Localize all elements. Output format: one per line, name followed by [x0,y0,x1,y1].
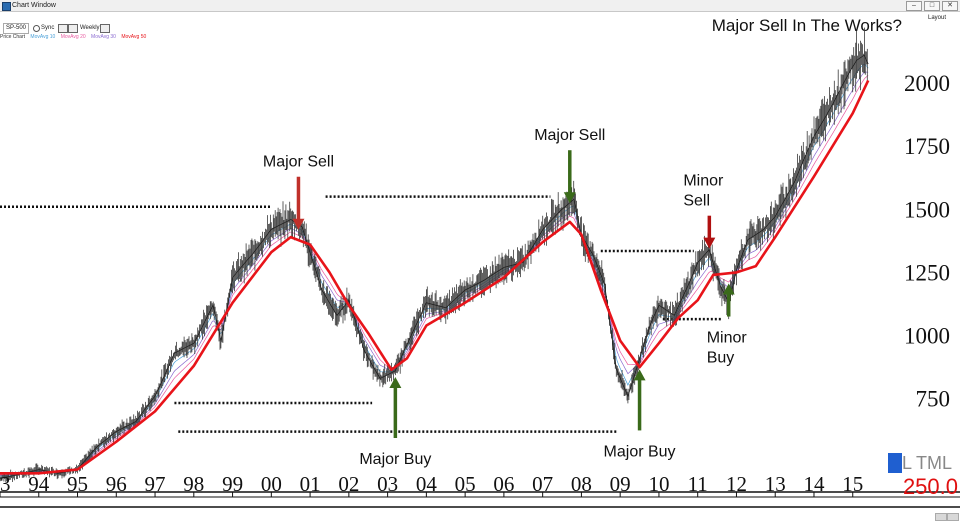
moving-average-50-line [0,79,870,475]
window-title: Chart Window [12,2,56,9]
annotation-label: Major Buy [359,451,431,468]
x-tick-label: 00 [261,472,282,496]
annotation-arrowhead [722,283,735,295]
ma10-label: MovAvg 10 [30,34,56,40]
draw-tool-icon[interactable] [58,24,68,33]
annotation-label-line: Minor [707,330,748,347]
x-tick-label: 13 [765,472,786,496]
annotation-label: Major Sell [534,127,605,144]
x-tick-label: 94 [28,472,50,496]
price-chart-label: Price Chart [0,34,26,40]
annotation-label-line: Major Sell [263,154,334,171]
y-tick-label: 1250 [904,260,950,285]
y-tick-label: 750 [916,387,951,412]
layout-button[interactable]: Layout [927,15,946,21]
x-tick-label: 06 [493,472,514,496]
x-tick-label: 99 [222,472,243,496]
x-tick-label: 08 [571,472,592,496]
annotation-label: Minor Buy [707,330,748,367]
moving-average-line [0,71,869,477]
chart-title: Major Sell In The Works? [712,16,902,35]
annotation-label: Major Buy [604,443,676,460]
indicator-legend: Price Chart MovAvg 10 MovAvg 20 MovAvg 3… [0,34,150,41]
annotation-label-line: Minor [683,173,724,190]
x-tick-label: 93 [0,472,11,496]
x-tick-label: 96 [106,472,127,496]
annotation-label-line: Sell [683,193,710,210]
minimize-button[interactable]: – [906,1,922,11]
close-button[interactable]: ✕ [942,1,958,11]
annotation-arrowhead [703,237,716,249]
annotation-arrowhead [292,218,305,230]
maximize-button[interactable]: □ [924,1,940,11]
period-icon[interactable] [100,24,110,33]
x-tick-label: 07 [532,472,553,496]
annotation-label-line: Major Buy [359,451,431,468]
x-tick-label: 02 [338,472,359,496]
annotation-arrowhead [389,377,402,388]
x-tick-label: 01 [300,472,321,496]
x-tick-label: 12 [726,472,747,496]
ma50-label: MovAvg 50 [121,34,147,40]
annotation-label-line: Major Buy [604,443,676,460]
y-tick-label: 2000 [904,71,950,96]
watermark-suffix: L TML [902,453,952,473]
price-line [0,54,869,479]
title-bar: Chart Window – □ ✕ [0,0,960,12]
period-selector[interactable]: Weekly [80,25,100,31]
x-tick-label: 04 [416,472,438,496]
annotation-arrowhead [633,369,646,381]
watermark-value: 250.0 [903,474,958,499]
sync-button[interactable]: Sync [41,25,55,31]
ma30-label: MovAvg 30 [91,34,116,40]
annotation-label-line: Major Sell [534,127,605,144]
x-tick-label: 14 [803,472,825,496]
x-tick-label: 03 [377,472,398,496]
sync-icon[interactable] [33,25,40,32]
annotation-arrowhead [563,192,576,204]
ma20-label: MovAvg 20 [60,34,86,40]
settings-tool-icon[interactable] [68,24,78,33]
x-tick-label: 10 [648,472,669,496]
x-tick-label: 97 [145,472,166,496]
x-tick-label: 98 [183,472,204,496]
x-tick-label: 15 [842,472,863,496]
annotation-label-line: Buy [707,350,735,367]
y-tick-label: 1000 [904,324,950,349]
annotation-label: Minor Sell [683,173,724,210]
price-bars [0,27,868,483]
y-tick-label: 1500 [904,197,950,222]
annotation-label: Major Sell [263,154,334,171]
symbol-field[interactable]: SP-500 [3,23,30,34]
watermark-highlight [888,453,902,473]
x-tick-label: 09 [610,472,631,496]
moving-average-line [0,75,869,476]
chart-toolbar: SP-500 Sync Weekly Layout [0,15,960,34]
x-tick-label: 95 [67,472,88,496]
x-tick-label: 05 [455,472,476,496]
app-icon [2,2,11,11]
y-tick-label: 1750 [904,134,950,159]
x-tick-label: 11 [688,472,708,496]
